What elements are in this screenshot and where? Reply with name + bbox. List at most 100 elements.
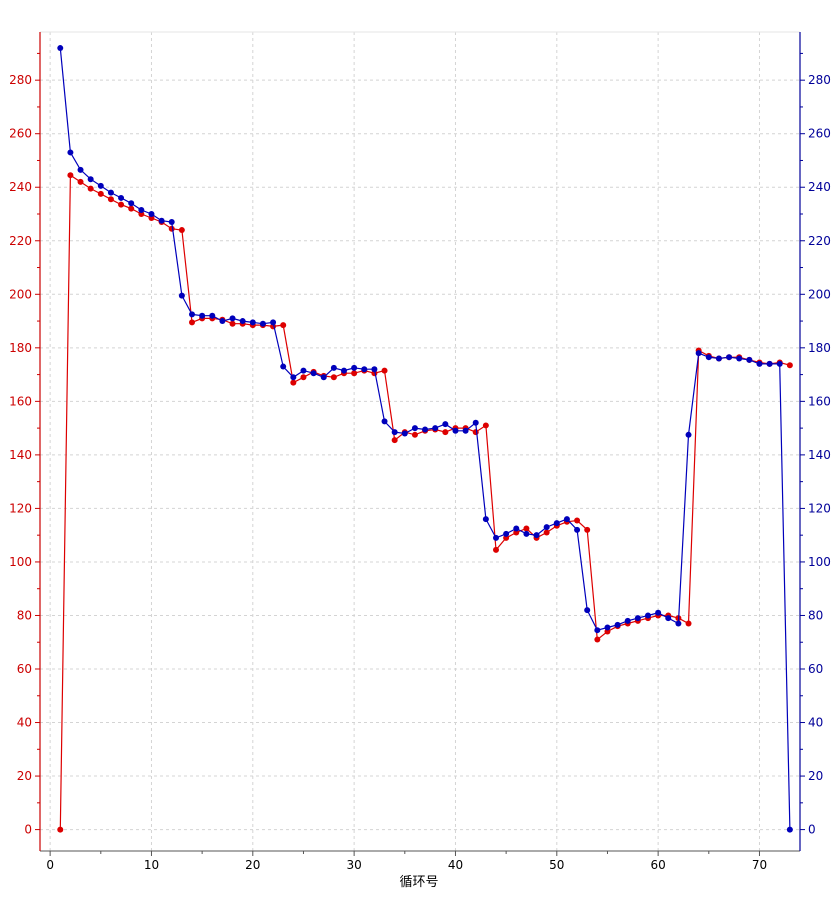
right-y-tick-label: 160: [808, 394, 831, 408]
left-y-tick-label: 40: [17, 716, 32, 730]
data-point: [381, 367, 388, 374]
series-left: [57, 172, 793, 833]
data-point: [553, 520, 560, 527]
series-layer: [57, 45, 793, 833]
data-point: [259, 320, 266, 327]
data-point: [482, 516, 489, 523]
data-point: [371, 366, 378, 373]
data-point: [229, 320, 236, 327]
data-point: [533, 532, 540, 539]
left-y-tick-label: 240: [9, 180, 32, 194]
data-point: [199, 312, 206, 319]
data-point: [432, 425, 439, 432]
data-point: [77, 166, 84, 173]
data-point: [290, 374, 297, 381]
data-point: [381, 418, 388, 425]
data-point: [715, 355, 722, 362]
left-y-tick-label: 260: [9, 127, 32, 141]
data-point: [168, 219, 175, 226]
data-point: [351, 364, 358, 371]
data-point: [482, 422, 489, 429]
left-y-tick-label: 180: [9, 341, 32, 355]
data-point: [705, 354, 712, 361]
data-point: [270, 319, 277, 326]
right-y-tick-label: 180: [808, 341, 831, 355]
data-point: [189, 319, 195, 326]
data-point: [563, 516, 570, 523]
right-y-tick-label: 260: [808, 127, 831, 141]
data-point: [574, 526, 581, 533]
data-point: [330, 374, 337, 381]
data-point: [219, 318, 226, 325]
data-point: [655, 609, 662, 616]
data-point: [543, 524, 550, 531]
data-point: [422, 426, 429, 433]
data-point: [351, 370, 358, 377]
data-point: [513, 525, 520, 532]
right-y-tick-label: 20: [808, 769, 823, 783]
series-right: [57, 45, 793, 833]
data-point: [209, 312, 216, 319]
right-y-tick-label: 100: [808, 555, 831, 569]
data-point: [645, 612, 651, 619]
data-point: [665, 615, 672, 622]
data-point: [766, 360, 773, 367]
data-point: [67, 149, 74, 156]
data-point: [57, 45, 64, 52]
data-point: [442, 421, 449, 428]
data-point: [361, 366, 368, 373]
x-tick-label: 10: [144, 858, 159, 872]
data-point: [118, 194, 125, 201]
data-point: [634, 615, 641, 622]
data-point: [290, 379, 297, 386]
right-y-tick-label: 0: [808, 823, 816, 837]
data-point: [523, 530, 530, 537]
data-point: [189, 311, 195, 318]
data-point: [168, 225, 175, 232]
data-point: [675, 620, 682, 627]
data-point: [158, 217, 165, 224]
data-point: [320, 374, 327, 381]
data-point: [594, 627, 601, 634]
data-point: [178, 227, 185, 234]
left-y-tick-label: 200: [9, 287, 32, 301]
right-y-tick-label: 280: [808, 73, 831, 87]
data-point: [695, 350, 702, 357]
data-point: [685, 431, 692, 438]
data-point: [523, 525, 530, 532]
data-point: [300, 374, 307, 381]
left-y-tick-label: 20: [17, 769, 32, 783]
right-y-tick-label: 60: [808, 662, 823, 676]
data-point: [128, 205, 135, 212]
data-point: [604, 624, 611, 631]
data-point: [574, 517, 581, 524]
data-point: [614, 621, 621, 628]
data-point: [472, 429, 479, 436]
data-point: [726, 354, 733, 361]
data-point: [746, 356, 753, 363]
data-point: [462, 427, 469, 434]
data-point: [57, 826, 64, 833]
right-y-tick-label: 120: [808, 501, 831, 515]
data-point: [391, 429, 398, 436]
data-point: [776, 360, 783, 367]
data-point: [330, 364, 337, 371]
x-tick-label: 70: [752, 858, 767, 872]
data-point: [77, 178, 84, 185]
data-point: [543, 529, 550, 536]
data-point: [87, 176, 94, 183]
x-tick-label: 60: [650, 858, 665, 872]
data-point: [97, 190, 104, 197]
left-y-tick-label: 280: [9, 73, 32, 87]
data-point: [178, 292, 185, 299]
data-point: [401, 430, 408, 437]
x-tick-label: 20: [245, 858, 260, 872]
data-point: [411, 431, 418, 438]
data-point: [107, 196, 114, 203]
data-point: [229, 315, 236, 322]
data-point: [472, 419, 479, 426]
left-y-tick-label: 100: [9, 555, 32, 569]
right-y-tick-label: 240: [808, 180, 831, 194]
data-point: [239, 318, 246, 325]
